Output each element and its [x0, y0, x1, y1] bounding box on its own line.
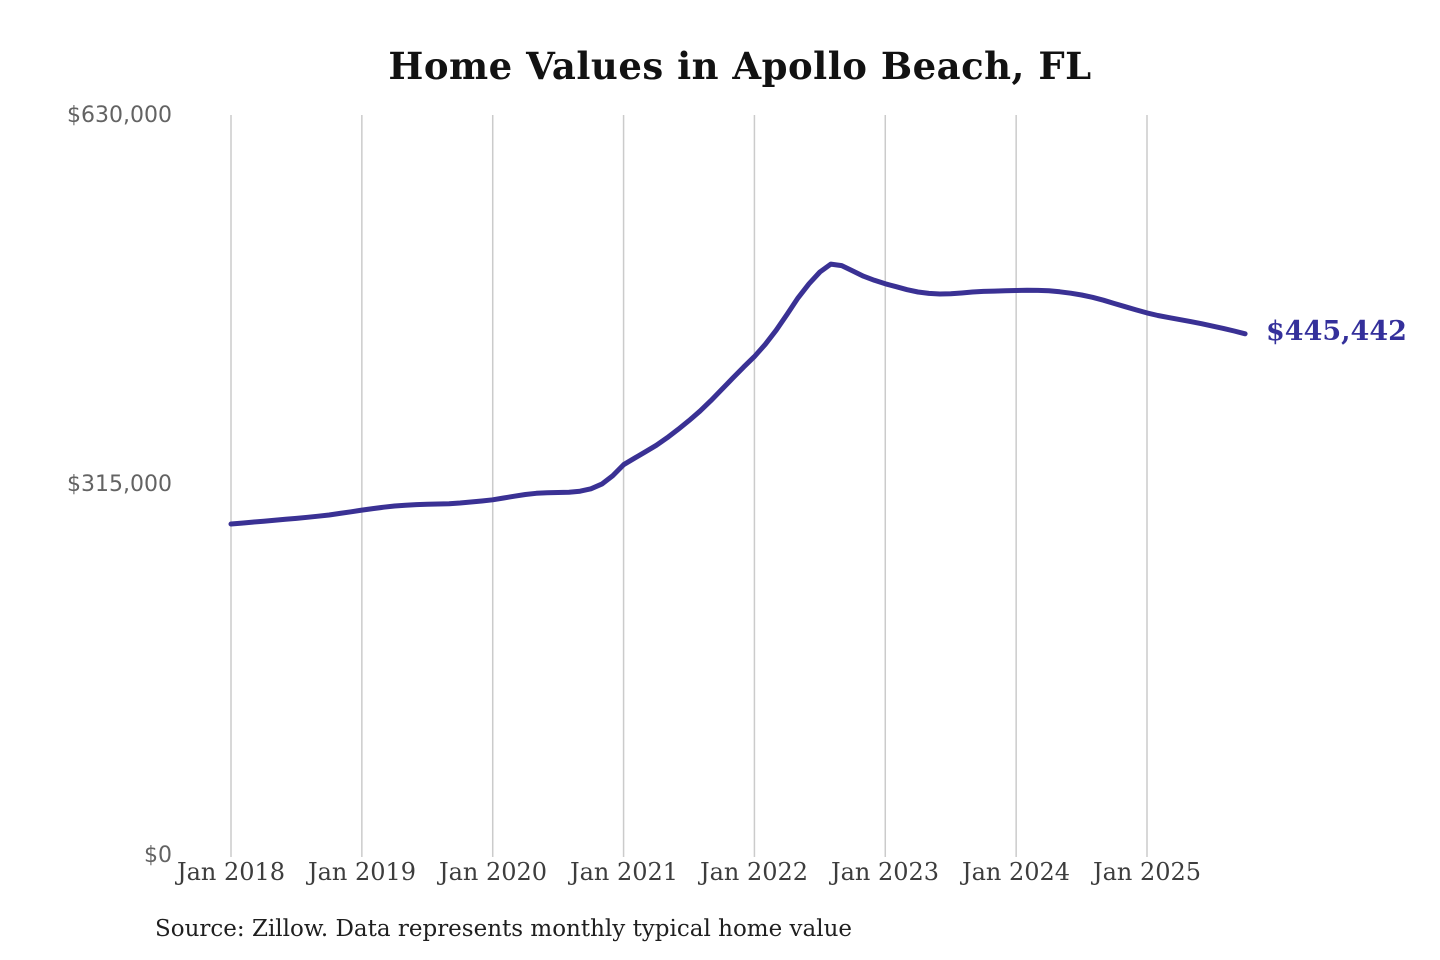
- x-axis-label: Jan 2024: [961, 858, 1071, 886]
- x-axis-label: Jan 2022: [699, 858, 809, 886]
- source-note: Source: Zillow. Data represents monthly …: [155, 916, 853, 942]
- line-end-value-label: $445,442: [1266, 316, 1407, 347]
- chart-title: Home Values in Apollo Beach, FL: [388, 44, 1092, 88]
- x-axis-label: Jan 2023: [830, 858, 940, 886]
- y-axis-label-zero: $0: [144, 843, 172, 868]
- x-axis-label: Jan 2020: [438, 858, 548, 886]
- x-axis-label: Jan 2025: [1092, 858, 1202, 886]
- y-axis-label-mid: $315,000: [67, 472, 172, 497]
- y-axis-label-max: $630,000: [67, 103, 172, 128]
- x-axis-label: Jan 2018: [176, 858, 286, 886]
- home-value-line: [228, 261, 1248, 527]
- x-axis-label: Jan 2021: [569, 858, 679, 886]
- x-axis-label: Jan 2019: [307, 858, 417, 886]
